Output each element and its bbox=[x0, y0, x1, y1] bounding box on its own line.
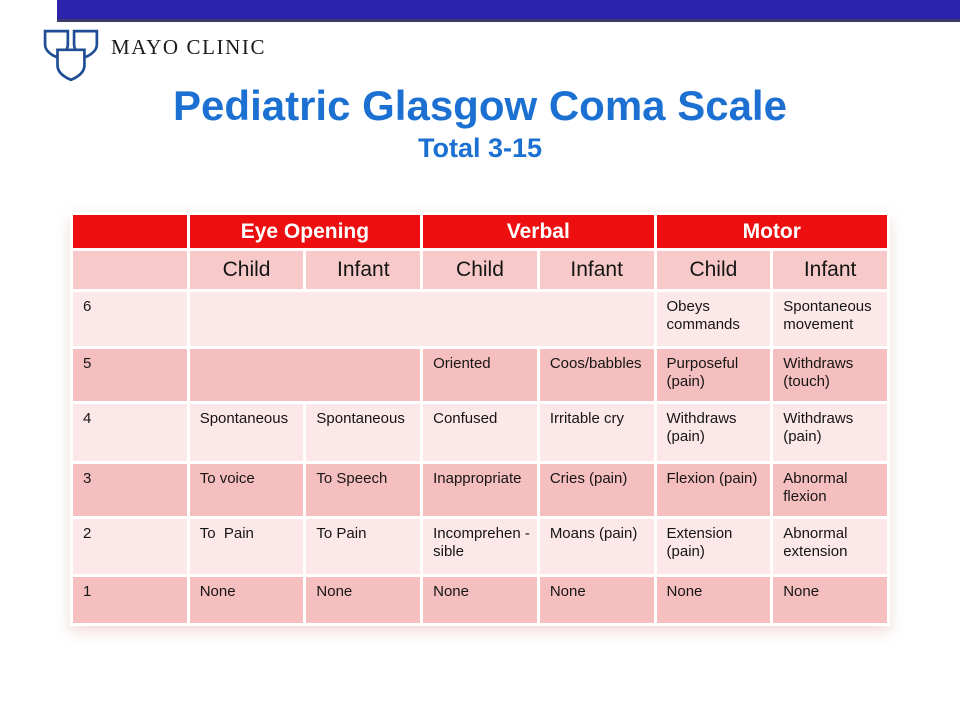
cell-motor-child: Extension (pain) bbox=[653, 516, 774, 577]
score-cell: 2 bbox=[70, 516, 190, 577]
subheader-blank-cell bbox=[70, 248, 190, 292]
empty-merged-cell bbox=[186, 346, 424, 404]
cell-verbal-child: Confused bbox=[420, 401, 540, 464]
subheader-eye-infant: Infant bbox=[303, 248, 424, 292]
score-cell: 1 bbox=[70, 574, 190, 626]
page-title: Pediatric Glasgow Coma Scale bbox=[173, 82, 787, 129]
cell-eye-infant: None bbox=[303, 574, 424, 626]
score-cell: 5 bbox=[70, 346, 190, 404]
cell-eye-child: Spontaneous bbox=[186, 401, 307, 464]
cell-eye-infant: To Pain bbox=[303, 516, 424, 577]
cell-verbal-infant: Irritable cry bbox=[536, 401, 657, 464]
cell-verbal-infant: None bbox=[536, 574, 657, 626]
group-header-eye-opening: Eye Opening bbox=[186, 212, 424, 251]
score-cell: 4 bbox=[70, 401, 190, 464]
cell-motor-infant: Abnormal extension bbox=[770, 516, 890, 577]
row-score-4: 4 Spontaneous Spontaneous Confused Irrit… bbox=[70, 401, 890, 464]
cell-verbal-child: Incomprehen -sible bbox=[420, 516, 540, 577]
subheader-motor-child: Child bbox=[653, 248, 774, 292]
group-header-motor: Motor bbox=[653, 212, 891, 251]
group-header-row: Eye Opening Verbal Motor bbox=[70, 212, 891, 251]
row-score-6: 6 Obeys commands Spontaneous movement bbox=[70, 289, 890, 349]
cell-motor-infant: Withdraws (touch) bbox=[770, 346, 890, 404]
empty-merged-cell bbox=[186, 289, 657, 349]
cell-motor-child: Purposeful (pain) bbox=[653, 346, 774, 404]
row-score-2: 2 To Pain To Pain Incomprehen -sible Moa… bbox=[70, 516, 890, 577]
cell-verbal-child: Oriented bbox=[420, 346, 540, 404]
subheader-eye-child: Child bbox=[186, 248, 307, 292]
cell-motor-infant: Spontaneous movement bbox=[770, 289, 890, 349]
score-cell: 3 bbox=[70, 461, 190, 519]
cell-motor-infant: Abnormal flexion bbox=[770, 461, 890, 519]
cell-motor-child: Obeys commands bbox=[653, 289, 774, 349]
cell-eye-child: To voice bbox=[186, 461, 307, 519]
cell-motor-infant: None bbox=[770, 574, 890, 626]
group-header-verbal: Verbal bbox=[420, 212, 657, 251]
gcs-table: Eye Opening Verbal Motor Child Infant Ch… bbox=[70, 212, 891, 626]
cell-motor-infant: Withdraws (pain) bbox=[770, 401, 890, 464]
cell-motor-child: Flexion (pain) bbox=[653, 461, 774, 519]
mayo-shields-icon bbox=[43, 29, 99, 82]
row-score-1: 1 None None None None None None bbox=[70, 574, 890, 626]
cell-eye-infant: To Speech bbox=[303, 461, 424, 519]
cell-eye-infant: Spontaneous bbox=[303, 401, 424, 464]
logo-wordmark: MAYO CLINIC bbox=[111, 35, 267, 59]
subheader-row: Child Infant Child Infant Child Infant bbox=[70, 248, 890, 292]
top-accent-bar bbox=[57, 0, 960, 22]
cell-verbal-infant: Cries (pain) bbox=[536, 461, 657, 519]
cell-verbal-child: None bbox=[420, 574, 540, 626]
subheader-verbal-child: Child bbox=[420, 248, 540, 292]
subheader-verbal-infant: Infant bbox=[536, 248, 657, 292]
cell-eye-child: None bbox=[186, 574, 307, 626]
row-score-5: 5 Oriented Coos/babbles Purposeful (pain… bbox=[70, 346, 890, 404]
cell-motor-child: None bbox=[653, 574, 774, 626]
score-cell: 6 bbox=[70, 289, 190, 349]
cell-motor-child: Withdraws (pain) bbox=[653, 401, 774, 464]
cell-verbal-child: Inappropriate bbox=[420, 461, 540, 519]
page-subtitle: Total 3-15 bbox=[417, 133, 543, 163]
mayo-clinic-logo: MAYO CLINIC bbox=[43, 29, 266, 83]
row-score-3: 3 To voice To Speech Inappropriate Cries… bbox=[70, 461, 890, 519]
cell-verbal-infant: Moans (pain) bbox=[536, 516, 657, 577]
cell-eye-child: To Pain bbox=[186, 516, 307, 577]
cell-verbal-infant: Coos/babbles bbox=[536, 346, 657, 404]
corner-blank-cell bbox=[70, 212, 190, 251]
subheader-motor-infant: Infant bbox=[770, 248, 890, 292]
